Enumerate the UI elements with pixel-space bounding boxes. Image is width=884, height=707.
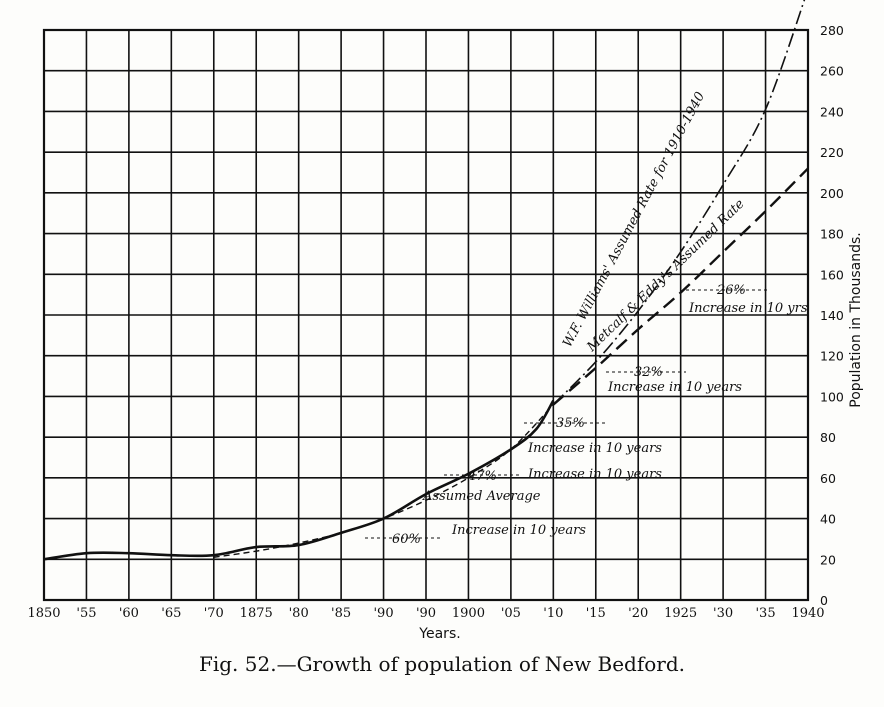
- plot-frame: [42, 28, 810, 602]
- x-tick-label: 1850: [27, 606, 60, 621]
- annotation-47-pct: 47%: [467, 469, 497, 484]
- y-tick-label: 280: [820, 23, 844, 38]
- y-tick-label: 200: [820, 186, 844, 201]
- y-tick-label: 240: [820, 104, 844, 119]
- x-tick-label: '15: [586, 606, 606, 621]
- figure-caption: Fig. 52.—Growth of population of New Bed…: [198, 652, 686, 676]
- x-tick-label: 1925: [664, 606, 697, 621]
- annotation-assumed-average: Assumed Average: [422, 489, 541, 504]
- y-tick-label: 60: [820, 471, 836, 486]
- y-tick-label: 220: [820, 145, 844, 160]
- x-tick-label: '10: [543, 606, 563, 621]
- y-tick-label: 260: [820, 64, 844, 79]
- x-tick-label: '20: [628, 606, 648, 621]
- y-tick-label: 80: [820, 430, 836, 445]
- y-tick-label: 20: [820, 552, 836, 567]
- annotation-32-pct: 32%: [634, 365, 663, 380]
- x-tick-label: '70: [204, 606, 224, 621]
- x-tick-label: 1875: [240, 606, 273, 621]
- x-tick-label: '35: [755, 606, 775, 621]
- curves: [43, 0, 809, 561]
- annotation-60-text: Increase in 10 years: [451, 523, 586, 538]
- x-tick-label: '90: [416, 606, 436, 621]
- x-tick-labels: 1850 '55 '60 '65 '70 1875 '80 '85 '90 '90 1900 '05 '…: [27, 606, 824, 621]
- x-tick-label: '90: [373, 606, 393, 621]
- y-tick-label: 0: [820, 593, 828, 608]
- series-line-metcalf: [552, 167, 809, 406]
- population-chart: 1850 '55 '60 '65 '70 1875 '80 '85 '90 '90 1900 '05 '…: [27, 0, 864, 642]
- x-tick-label: '65: [161, 606, 181, 621]
- x-tick-label: '30: [713, 606, 733, 621]
- y-tick-label: 40: [820, 512, 836, 527]
- y-axis-title: Population in Thousands.: [848, 232, 864, 407]
- x-tick-label: 1940: [791, 606, 824, 621]
- x-tick-label: '80: [289, 606, 309, 621]
- y-tick-label: 180: [820, 227, 844, 242]
- annotation-60-pct: 60%: [392, 532, 421, 547]
- annotation-35-pct: 35%: [556, 416, 585, 431]
- x-tick-label: 1900: [452, 606, 485, 621]
- x-tick-label: '60: [119, 606, 139, 621]
- series-line-assumed-average: [213, 404, 554, 558]
- annotation-26-pct: 26%: [716, 283, 746, 298]
- annotation-26-text: Increase in 10 yrs: [688, 301, 808, 316]
- x-tick-label: '85: [331, 606, 351, 621]
- annotation-35-text: Increase in 10 years: [527, 441, 662, 456]
- x-axis-title: Years.: [418, 626, 460, 642]
- x-tick-label: '55: [76, 606, 96, 621]
- y-tick-label: 160: [820, 267, 844, 282]
- series-line-actual: [43, 399, 555, 561]
- grid: [43, 29, 809, 601]
- annotation-32-text: Increase in 10 years: [607, 380, 742, 395]
- y-tick-labels: 0 20 40 60 80 100 120 140 160 180 200 220 240 260 280: [820, 23, 844, 608]
- y-tick-label: 120: [820, 349, 844, 364]
- y-tick-label: 100: [820, 389, 844, 404]
- annotation-47-text: Increase in 10 years: [527, 467, 662, 482]
- x-tick-label: '05: [501, 606, 521, 621]
- y-tick-label: 140: [820, 308, 844, 323]
